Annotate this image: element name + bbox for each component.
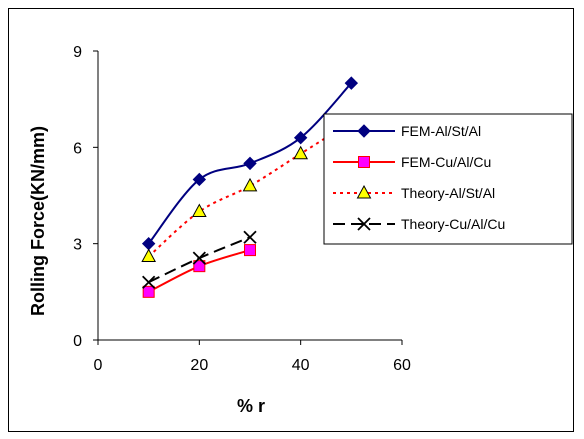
legend-label: Theory-Cu/Al/Cu — [401, 216, 505, 232]
y-tick-label: 9 — [73, 44, 82, 61]
legend-label: FEM-Al/St/Al — [401, 123, 481, 139]
data-point — [142, 275, 156, 289]
series-2 — [142, 244, 256, 298]
data-point — [244, 244, 256, 257]
data-point — [293, 145, 309, 160]
data-point — [293, 130, 308, 145]
legend-label: Theory-Al/St/Al — [401, 185, 495, 201]
data-point — [141, 248, 157, 263]
data-point — [191, 203, 207, 218]
y-axis-title: Rolling Force(KN/mm) — [28, 126, 48, 316]
series-line — [148, 236, 251, 284]
data-point — [192, 172, 207, 187]
y-tick-label: 0 — [73, 333, 82, 350]
data-point — [243, 230, 257, 244]
legend-entry: FEM-Cu/Al/Cu — [333, 154, 491, 170]
chart-frame: 0 20 40 60 0 3 6 9 FEM-Al/St/Al FEM-Cu/Al/Cu Theo… — [8, 8, 574, 432]
legend-entry: Theory-Al/St/Al — [333, 184, 495, 201]
y-tick-label: 3 — [73, 237, 82, 254]
data-point — [344, 76, 359, 90]
data-point — [193, 260, 206, 273]
y-tick-label: 6 — [73, 140, 82, 157]
legend-marker — [356, 184, 372, 199]
series-line — [148, 120, 352, 258]
legend-entry: Theory-Cu/Al/Cu — [333, 216, 505, 232]
x-tick-label: 20 — [190, 357, 208, 374]
data-point — [142, 285, 155, 298]
legend-marker — [358, 156, 370, 168]
x-tick-label: 60 — [393, 357, 411, 374]
x-axis-title: % r — [237, 396, 265, 416]
x-tick-label: 40 — [292, 357, 310, 374]
series-1 — [141, 76, 359, 251]
legend-marker — [357, 217, 371, 231]
legend-label: FEM-Cu/Al/Cu — [401, 154, 491, 170]
x-tick-label: 0 — [94, 357, 103, 374]
rolling-force-chart: 0 20 40 60 0 3 6 9 FEM-Al/St/Al FEM-Cu/Al/Cu Theo… — [28, 44, 573, 416]
legend-entry: FEM-Al/St/Al — [333, 123, 481, 139]
data-point — [242, 177, 258, 192]
legend-marker — [357, 124, 371, 138]
series-4 — [142, 230, 257, 289]
data-point — [243, 156, 257, 171]
data-point — [192, 251, 206, 265]
